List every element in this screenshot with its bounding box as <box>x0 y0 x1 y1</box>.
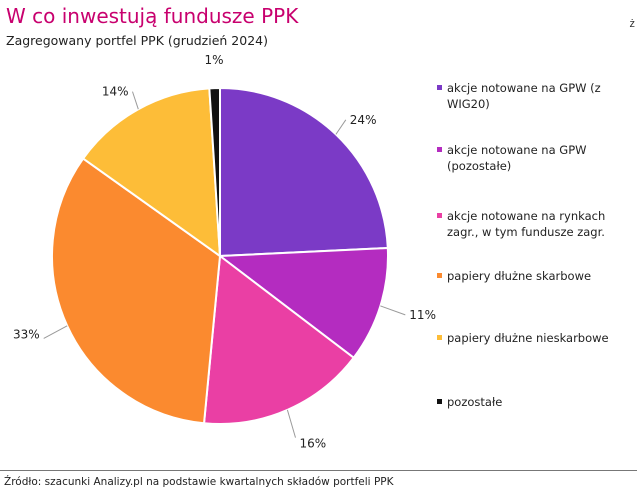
legend-label: papiery dłużne skarbowe <box>447 269 592 283</box>
data-label: 33% <box>13 327 40 341</box>
data-label: 14% <box>102 85 129 99</box>
data-labels: 24% 11% 16% 33% 14% 1% <box>13 53 436 451</box>
legend-swatch <box>437 273 442 278</box>
legend-item: akcje notowane na rynkach zagr., w tym f… <box>437 208 627 240</box>
data-label: 16% <box>300 437 327 451</box>
legend-item: akcje notowane na GPW (pozostałe) <box>437 142 627 174</box>
pie-slice <box>51 157 222 425</box>
source-note: Źródło: szacunki Analizy.pl na podstawie… <box>4 476 394 488</box>
pie-chart: 24% 11% 16% 33% 14% 1% <box>13 53 436 451</box>
cropped-corner-text: ż <box>629 18 636 30</box>
legend-swatch <box>437 213 442 218</box>
data-label: 24% <box>350 113 377 127</box>
label-leader-line <box>286 409 296 438</box>
legend-item: papiery dłużne skarbowe <box>437 268 627 284</box>
legend-label: akcje notowane na rynkach zagr., w tym f… <box>447 209 606 239</box>
label-leader-line <box>380 305 406 316</box>
label-leader-line <box>43 325 68 339</box>
legend-item: papiery dłużne nieskarbowe <box>437 330 627 346</box>
legend-label: akcje notowane na GPW (z WIG20) <box>447 81 601 111</box>
data-label: 11% <box>409 308 436 322</box>
chart-title: W co inwestują fundusze PPK <box>6 4 299 28</box>
label-leader-line <box>132 91 139 110</box>
legend-item: akcje notowane na GPW (z WIG20) <box>437 80 627 112</box>
pie-slice <box>202 254 356 425</box>
pie-slice <box>208 86 221 257</box>
pie-slice <box>217 246 389 360</box>
legend-label: pozostałe <box>447 395 503 409</box>
data-label: 1% <box>204 53 223 67</box>
footer-divider <box>0 470 637 471</box>
chart-subtitle: Zagregowany portfel PPK (grudzień 2024) <box>6 33 268 48</box>
legend-label: papiery dłużne nieskarbowe <box>447 331 609 345</box>
legend-swatch <box>437 85 442 90</box>
pie-slices <box>51 86 389 425</box>
label-leader-line <box>335 119 347 135</box>
legend-swatch <box>437 147 442 152</box>
label-leader-lines <box>43 91 406 438</box>
pie-slice <box>81 87 222 259</box>
legend-swatch <box>437 399 442 404</box>
legend-item: pozostałe <box>437 394 627 410</box>
legend-swatch <box>437 335 442 340</box>
legend-label: akcje notowane na GPW (pozostałe) <box>447 143 587 173</box>
